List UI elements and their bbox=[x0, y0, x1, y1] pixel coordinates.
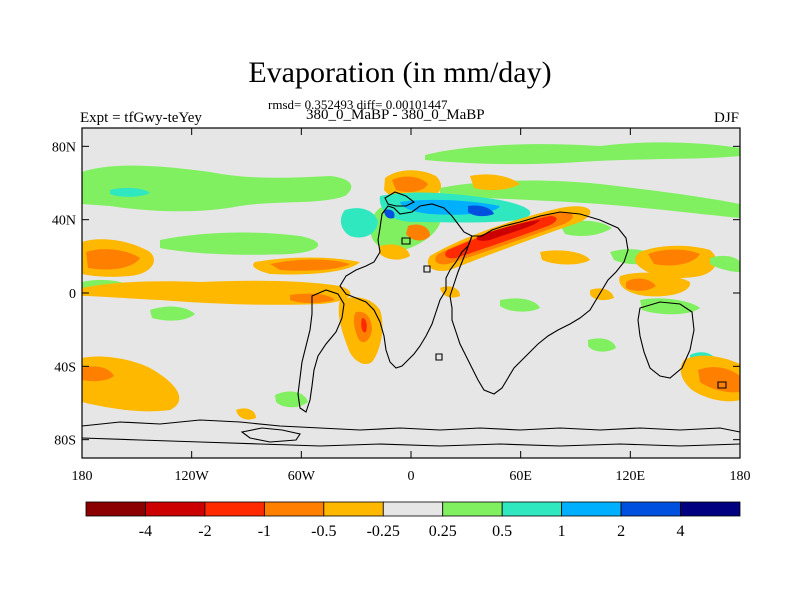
colorbar-label: -2 bbox=[198, 523, 211, 540]
comparison-label: 380_0_MaBP - 380_0_MaBP bbox=[306, 107, 485, 123]
colorbar-swatch bbox=[620, 501, 681, 517]
y-tick-label: 0 bbox=[69, 287, 76, 302]
colorbar-label: -0.25 bbox=[367, 523, 400, 540]
anomaly-region bbox=[710, 255, 740, 272]
x-tick-label: 120W bbox=[175, 469, 210, 484]
anomaly-region bbox=[698, 367, 740, 393]
y-tick-label: 40N bbox=[52, 214, 76, 229]
anomaly-region bbox=[236, 408, 256, 420]
colorbar-swatch bbox=[145, 501, 206, 517]
coastline bbox=[81, 191, 741, 447]
anomaly-region bbox=[440, 180, 740, 218]
colorbar-label: 0.25 bbox=[429, 523, 457, 540]
colorbar-label: -4 bbox=[139, 523, 152, 540]
x-tick-label: 180 bbox=[730, 469, 751, 484]
anomaly-region bbox=[425, 142, 740, 165]
anomaly-region bbox=[270, 259, 350, 271]
anomaly-region bbox=[82, 366, 114, 382]
anomaly-region bbox=[392, 176, 428, 192]
anomaly-region bbox=[150, 306, 195, 321]
anomaly-region bbox=[384, 209, 395, 219]
anomaly-region bbox=[440, 286, 460, 298]
colorbar: -4 -2 -1 -0.5 -0.25 0.25 0.5 1 2 4 bbox=[85, 501, 741, 540]
anomaly-region bbox=[470, 174, 520, 191]
anomaly-region bbox=[476, 220, 540, 241]
y-tick-label: 80N bbox=[52, 140, 76, 155]
colorbar-label: -1 bbox=[258, 523, 271, 540]
x-tick-label: 120E bbox=[616, 469, 646, 484]
colorbar-label: 4 bbox=[677, 523, 685, 540]
season-label: DJF bbox=[713, 110, 739, 126]
x-tick-label: 60W bbox=[288, 469, 316, 484]
colorbar-swatch bbox=[561, 501, 622, 517]
axis-ticks: 180 120W 60W 0 60E 120E 180 80N 40N 0 40S 80S bbox=[52, 128, 751, 484]
plot-title: Evaporation (in mm/day) bbox=[248, 56, 552, 89]
x-tick-label: 60E bbox=[509, 469, 532, 484]
anomaly-region bbox=[82, 280, 351, 305]
experiment-label: Expt = tfGwy-teYey bbox=[80, 110, 202, 126]
anomaly-region bbox=[500, 298, 540, 312]
anomaly-region bbox=[590, 288, 614, 301]
plot-subtitle: rmsd= 0.352493 diff= 0.00101447 bbox=[268, 97, 448, 112]
anomaly-region bbox=[626, 278, 656, 291]
colorbar-label: 1 bbox=[558, 523, 566, 540]
anomaly-field bbox=[82, 142, 740, 420]
colorbar-swatch bbox=[323, 501, 384, 517]
anomaly-region bbox=[340, 208, 378, 238]
colorbar-label: -0.5 bbox=[311, 523, 336, 540]
y-tick-label: 80S bbox=[54, 434, 76, 449]
y-tick-label: 40S bbox=[54, 360, 76, 375]
anomaly-region bbox=[110, 187, 150, 197]
anomaly-region bbox=[540, 250, 590, 265]
colorbar-label: 2 bbox=[617, 523, 625, 540]
colorbar-swatch bbox=[442, 501, 503, 517]
anomaly-region bbox=[82, 165, 352, 212]
colorbar-swatch bbox=[382, 501, 444, 517]
x-tick-label: 180 bbox=[72, 469, 93, 484]
anomaly-region bbox=[160, 232, 319, 255]
colorbar-swatch bbox=[501, 501, 563, 517]
anomaly-region bbox=[380, 244, 410, 260]
anomaly-region bbox=[361, 318, 367, 333]
colorbar-swatch bbox=[680, 501, 741, 517]
anomaly-region bbox=[588, 338, 616, 352]
x-tick-label: 0 bbox=[408, 469, 415, 484]
anomaly-region bbox=[468, 205, 494, 217]
colorbar-swatch bbox=[204, 501, 265, 517]
colorbar-swatch bbox=[85, 501, 146, 517]
anomaly-region bbox=[648, 249, 700, 266]
anomaly-region bbox=[640, 298, 700, 315]
anomaly-region bbox=[560, 220, 612, 236]
anomaly-region bbox=[86, 249, 140, 270]
anomaly-region bbox=[406, 224, 430, 241]
colorbar-label: 0.5 bbox=[492, 523, 512, 540]
colorbar-swatch bbox=[263, 501, 325, 517]
